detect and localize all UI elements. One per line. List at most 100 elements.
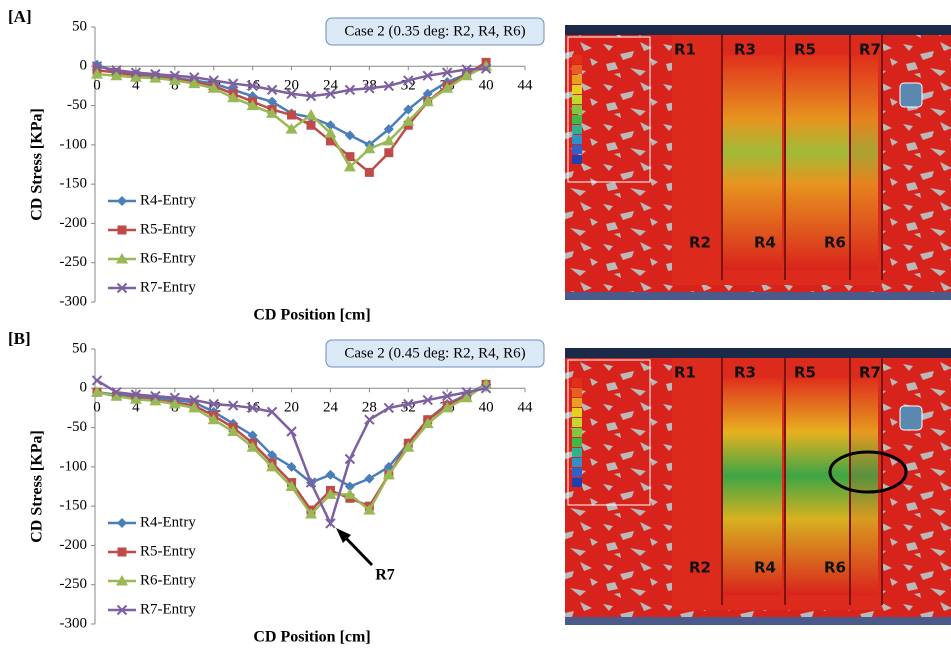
data-point — [325, 120, 336, 131]
x-tick-label: 20 — [284, 400, 299, 416]
y-tick-label: 0 — [80, 58, 88, 74]
x-tick-label: 24 — [323, 78, 339, 94]
data-point — [111, 387, 122, 398]
roll-band — [722, 378, 782, 595]
data-point — [325, 469, 336, 480]
data-point — [91, 68, 103, 79]
data-point — [305, 508, 317, 519]
shield — [899, 82, 923, 108]
data-point — [266, 84, 278, 96]
data-point — [441, 67, 453, 78]
data-point — [246, 441, 259, 452]
data-point — [383, 402, 395, 414]
y-tick-label: -50 — [67, 419, 87, 435]
data-point — [130, 389, 142, 400]
y-tick-label: 0 — [80, 380, 88, 396]
image-label: R5 — [794, 364, 816, 382]
image-label: R1 — [674, 364, 696, 382]
data-point — [460, 391, 473, 403]
y-tick-label: 50 — [72, 18, 87, 34]
data-point — [305, 477, 317, 488]
data-point — [403, 75, 414, 86]
data-point — [227, 91, 240, 103]
data-point — [324, 488, 337, 499]
data-point — [189, 72, 200, 83]
annotation-arrow — [340, 532, 374, 567]
data-point — [110, 69, 123, 81]
data-point — [480, 383, 492, 394]
legend-swatch — [572, 378, 582, 387]
data-point — [129, 71, 142, 82]
x-tick-label: 44 — [518, 400, 534, 416]
legend-label: R5-Entry — [140, 221, 196, 237]
data-point — [422, 70, 433, 81]
data-point — [267, 450, 278, 461]
legend-swatch — [572, 408, 582, 417]
data-point — [344, 453, 356, 465]
data-point — [460, 69, 473, 81]
y-tick-label: -50 — [67, 97, 87, 113]
data-point — [344, 84, 356, 96]
y-tick-label: -250 — [60, 576, 88, 592]
legend-label: R5-Entry — [140, 543, 196, 559]
data-point — [345, 152, 355, 162]
data-point — [189, 394, 200, 406]
data-point — [91, 386, 103, 397]
image-bottombar — [565, 292, 951, 300]
roll-band — [850, 55, 878, 270]
data-point — [382, 134, 395, 146]
image-topbar — [565, 348, 951, 358]
data-point — [343, 160, 356, 172]
data-point — [149, 394, 162, 406]
data-point — [169, 70, 181, 81]
x-tick-label: 0 — [93, 78, 101, 94]
data-point — [324, 127, 337, 138]
data-point — [364, 83, 375, 94]
image-label: R6 — [824, 234, 846, 252]
case-label: Case 2 (0.35 deg: R2, R4, R6) — [344, 23, 525, 39]
legend-swatch — [572, 105, 582, 114]
x-tick-label: 28 — [362, 78, 377, 94]
data-point — [441, 82, 454, 93]
data-point — [91, 61, 103, 72]
data-point — [364, 414, 375, 425]
y-tick-label: 50 — [72, 340, 87, 356]
data-point — [111, 65, 122, 76]
data-point — [305, 109, 317, 120]
panel-label: [A] — [8, 7, 32, 26]
data-point — [286, 426, 297, 437]
legend-swatch — [572, 478, 582, 487]
x-tick-label: 44 — [518, 78, 534, 94]
image-label: R2 — [689, 234, 711, 252]
data-point — [227, 400, 239, 411]
case-label: Case 2 (0.45 deg: R2, R4, R6) — [344, 345, 525, 361]
y-tick-label: -200 — [60, 537, 88, 553]
image-label: R4 — [754, 234, 776, 252]
x-axis-label: CD Position [cm] — [253, 307, 370, 324]
legend-swatch — [572, 95, 582, 104]
legend-marker — [117, 547, 127, 557]
legend-marker — [116, 575, 128, 586]
data-point — [461, 64, 472, 75]
x-tick-label: 40 — [479, 78, 494, 94]
legend-marker — [116, 282, 128, 294]
legend-swatch — [572, 468, 582, 477]
data-point — [188, 77, 201, 89]
image-label: R3 — [734, 41, 756, 59]
y-tick-label: -150 — [60, 498, 88, 514]
data-point — [441, 401, 454, 413]
data-point — [402, 441, 415, 452]
y-tick-label: -300 — [60, 293, 88, 309]
data-point — [402, 115, 415, 126]
data-point — [188, 401, 201, 413]
data-point — [363, 142, 376, 154]
legend-marker — [117, 518, 127, 528]
legend-panel — [567, 359, 651, 506]
image-label: R7 — [859, 41, 881, 59]
y-tick-label: -300 — [60, 615, 88, 631]
legend-swatch — [572, 398, 582, 407]
data-point — [287, 110, 297, 120]
data-point — [208, 75, 219, 86]
legend-swatch — [572, 75, 582, 84]
